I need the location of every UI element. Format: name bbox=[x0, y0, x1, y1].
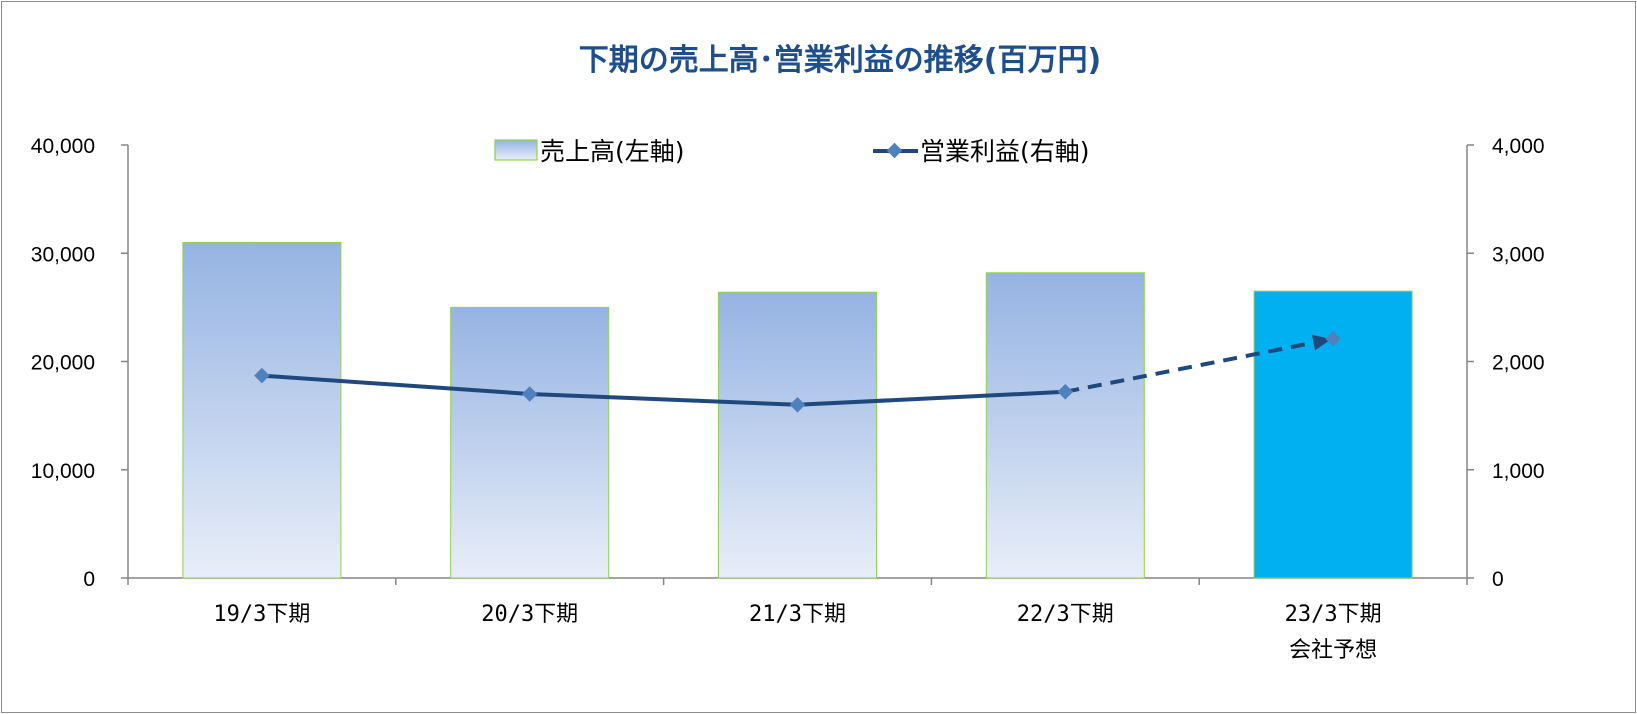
left-tick-label: 0 bbox=[83, 568, 95, 591]
category-label: 20/3下期 bbox=[481, 602, 578, 627]
category-label: 23/3下期 bbox=[1285, 602, 1382, 627]
legend-line-marker bbox=[886, 142, 903, 159]
left-tick-label: 20,000 bbox=[31, 352, 95, 375]
bar-1 bbox=[450, 306, 610, 579]
chart-title: 下期の売上高･営業利益の推移(百万円) bbox=[579, 43, 1101, 78]
right-tick-label: 0 bbox=[1492, 568, 1504, 591]
legend-bar-label: 売上高(左軸) bbox=[540, 137, 685, 166]
right-tick-label: 2,000 bbox=[1492, 352, 1545, 375]
left-tick-label: 10,000 bbox=[31, 460, 95, 483]
right-tick-label: 1,000 bbox=[1492, 460, 1545, 483]
profit-marker-4 bbox=[1325, 330, 1341, 347]
legend: 売上高(左軸) 営業利益(右軸) bbox=[494, 137, 1090, 166]
right-tick-label: 3,000 bbox=[1492, 243, 1545, 266]
category-label: 22/3下期 bbox=[1017, 602, 1114, 627]
profit-marker-3 bbox=[1057, 384, 1074, 400]
right-tick-label: 4,000 bbox=[1492, 135, 1545, 158]
bars bbox=[182, 241, 1413, 579]
category-label: 会社予想 bbox=[1289, 638, 1377, 663]
bar-2 bbox=[717, 291, 878, 579]
bar-0 bbox=[182, 241, 342, 579]
axis-labels: 0 10,000 20,000 30,000 40,000 0 1,000 2,000 3,00… bbox=[31, 135, 1545, 663]
operating-profit-line bbox=[261, 373, 1066, 407]
bar-3 bbox=[985, 272, 1145, 579]
left-tick-label: 30,000 bbox=[31, 243, 95, 266]
legend-bar-swatch bbox=[494, 139, 538, 161]
category-label: 19/3下期 bbox=[213, 602, 310, 627]
category-label: 21/3下期 bbox=[749, 602, 846, 627]
left-tick-label: 40,000 bbox=[31, 135, 95, 158]
legend-line-label: 営業利益(右軸) bbox=[920, 137, 1090, 166]
